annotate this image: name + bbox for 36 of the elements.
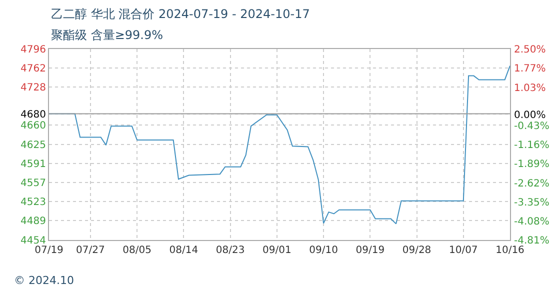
x-tick-label: 09/01: [262, 245, 292, 256]
chart-title: 乙二醇 华北 混合价 2024-07-19 - 2024-10-17: [51, 7, 310, 21]
y-tick-label: 4591: [20, 158, 46, 170]
y-tick-label: 4680: [20, 109, 46, 120]
y-tick-label: 4454: [20, 236, 46, 246]
y-tick-label: 4557: [20, 178, 46, 189]
x-tick-label: 08/05: [122, 245, 152, 256]
y-tick-label: 4660: [20, 120, 46, 132]
text: © 2024.10: [14, 274, 74, 287]
y2-tick-label: -3.35%: [514, 197, 550, 208]
y2-tick-label: -0.43%: [514, 121, 550, 132]
y2-tick-label: -2.62%: [514, 178, 550, 190]
y2-tick-label: 1.77%: [514, 64, 546, 75]
y-tick-label: 4796: [20, 44, 46, 56]
y2-tick-label: -1.16%: [514, 140, 550, 152]
x-tick-label: 07/27: [76, 245, 105, 256]
y-tick-label: 4489: [20, 216, 46, 227]
chart-subtitle: 聚酯级 含量≥99.9%: [51, 28, 163, 42]
x-tick-label: 07/19: [34, 245, 64, 256]
y2-tick-label: 1.03%: [514, 82, 546, 94]
x-tick-label: 08/23: [216, 245, 245, 256]
x-tick-label: 09/28: [402, 245, 432, 256]
y-tick-label: 4625: [20, 140, 46, 151]
y2-tick-label: 0.00%: [514, 110, 546, 121]
y2-tick-label: -4.08%: [514, 216, 550, 228]
x-tick-label: 10/16: [496, 245, 524, 256]
x-tick-label: 09/19: [356, 245, 385, 256]
y2-tick-label: -1.89%: [514, 159, 550, 170]
x-tick-label: 10/07: [448, 245, 478, 256]
y2-tick-label: -4.81%: [514, 236, 550, 246]
x-tick-label: 09/10: [309, 245, 338, 256]
y2-tick-label: 2.50%: [514, 44, 546, 56]
y-tick-label: 4762: [20, 63, 46, 74]
y-tick-label: 4728: [20, 82, 46, 94]
y-tick-label: 4523: [20, 196, 46, 208]
x-tick-label: 08/14: [169, 245, 198, 256]
